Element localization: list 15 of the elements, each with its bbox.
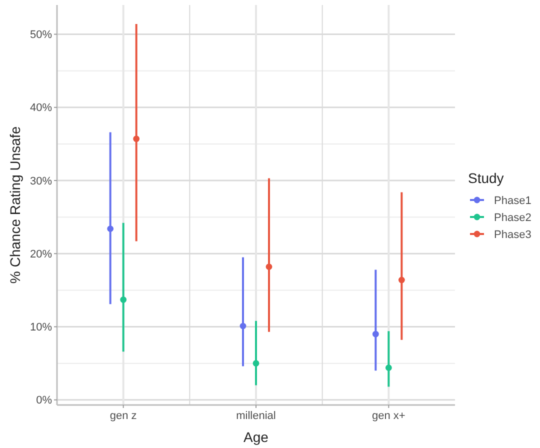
y-axis-title: % Chance Rating Unsafe	[7, 126, 23, 284]
y-tick-label: 50%	[30, 29, 52, 42]
x-tick-label: gen z	[110, 410, 137, 422]
y-tick-label: 10%	[30, 322, 52, 334]
y-tick-label: 0%	[36, 394, 52, 407]
y-tick-label: 40%	[30, 102, 52, 114]
x-tick-label: millenial	[236, 410, 276, 422]
legend-label: Phase1	[494, 194, 532, 207]
legend-label: Phase2	[494, 212, 532, 224]
x-axis-title: Age	[244, 429, 269, 445]
y-tick-label: 20%	[30, 248, 52, 260]
y-tick-label: 30%	[30, 175, 52, 188]
legend-label: Phase3	[494, 228, 532, 241]
x-tick-label: gen x+	[372, 410, 406, 422]
legend-title: Study	[468, 170, 504, 186]
